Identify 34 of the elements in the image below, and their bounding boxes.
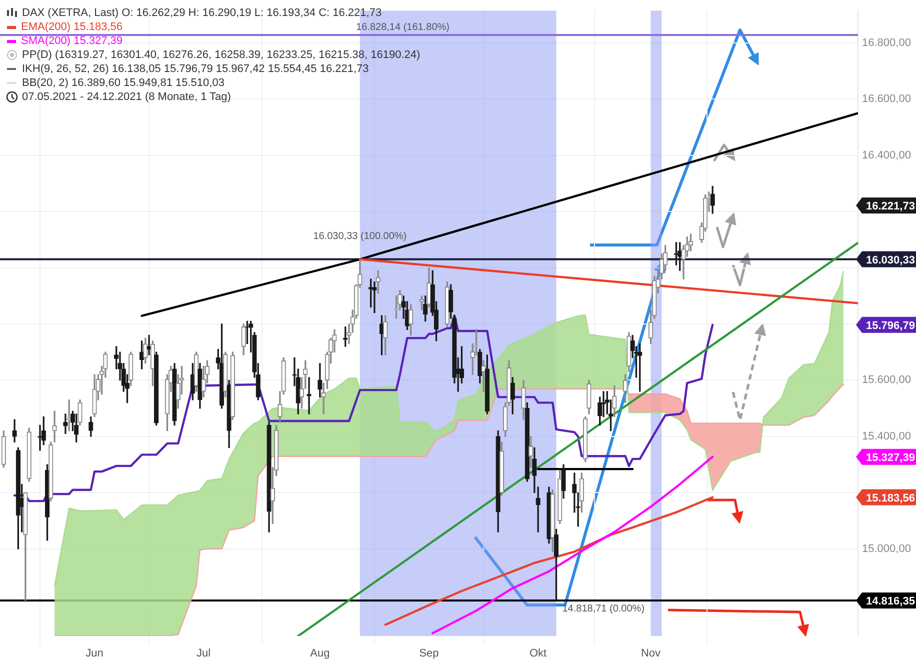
y2-tick-label: 15.327,39 xyxy=(866,452,915,464)
legend-label: EMA(200) 15.183,56 xyxy=(21,20,123,34)
annotation: PP(D) (16319.27, 16301.40, 16276.26, 16258.39, 16233.25, 16215.38, 16190.24) xyxy=(22,48,420,62)
y-tick-label: 15.400,00 xyxy=(862,430,911,442)
y-tick-label: 15.000,00 xyxy=(862,542,911,555)
candlestick xyxy=(481,360,486,392)
y2-tick-label: 16.221,73 xyxy=(866,200,915,212)
y2-tick-label: 15.183,56 xyxy=(866,492,915,504)
legend-label: SMA(200) 15.327,39 xyxy=(21,34,123,48)
candlestick xyxy=(321,382,326,414)
x-tick-label: Jun xyxy=(86,648,104,660)
candlestick xyxy=(146,334,152,356)
y-tick-label: 16.400,00 xyxy=(862,149,911,162)
ref-line-label: 16.828,14 (161.80%) xyxy=(356,22,450,33)
y-tick-label: 15.600,00 xyxy=(862,374,911,386)
annotation: DAX (XETRA, Last) O: 16.262,29 H: 16.290,19 L: 16.193,34 C: 16.221,73 xyxy=(22,6,382,20)
y-tick-label: 16.800,00 xyxy=(862,36,911,49)
x-tick-label: Sep xyxy=(419,648,439,660)
y-tick-label: 16.600,00 xyxy=(862,93,911,106)
candlestick xyxy=(63,414,68,434)
x-tick-label: Okt xyxy=(530,648,547,660)
annotation: 07.05.2021 - 24.12.2021 (8 Monate, 1 Tag) xyxy=(22,90,231,104)
candlestick xyxy=(372,282,377,314)
candlestick xyxy=(52,410,57,442)
annotation: 16.030,33 (100.00%) xyxy=(313,231,407,242)
annotation: IKH(9, 26, 52, 26) 16.138,05 15.796,79 15.967,42 15.554,45 16.221,73 xyxy=(22,62,369,76)
x-tick-label: Jul xyxy=(196,648,211,660)
y2-tick-label: 14.816,35 xyxy=(866,596,915,608)
y2-tick-label: 16.030,33 xyxy=(866,254,915,266)
x-tick-label: Aug xyxy=(310,648,330,660)
x-tick-label: Nov xyxy=(640,648,662,660)
y2-tick-label: 15.796,79 xyxy=(866,320,915,332)
annotation: 14.818,71 (0.00%) xyxy=(562,604,645,615)
annotation: BB(20, 2) 16.389,60 15.949,81 15.510,03 xyxy=(22,76,224,90)
